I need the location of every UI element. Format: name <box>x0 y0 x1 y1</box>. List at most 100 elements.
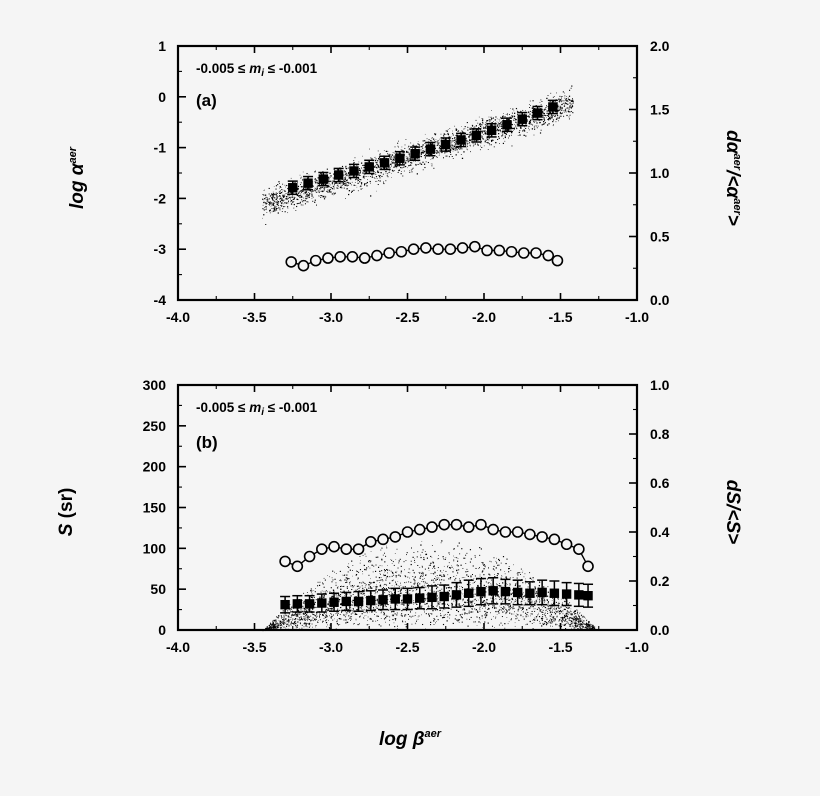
cloud-point <box>315 606 317 609</box>
cloud-point <box>433 618 435 620</box>
cloud-point <box>523 600 525 601</box>
cloud-point <box>443 574 445 576</box>
cloud-point <box>472 129 474 131</box>
cloud-point <box>267 198 269 200</box>
cloud-point <box>502 116 503 118</box>
cloud-point <box>466 140 468 142</box>
cloud-point <box>474 126 476 128</box>
cloud-point <box>461 131 464 133</box>
cloud-point <box>348 183 350 184</box>
cloud-point <box>486 614 488 616</box>
cloud-point <box>571 627 572 629</box>
cloud-point <box>501 575 503 577</box>
cloud-point <box>362 587 364 589</box>
cloud-point <box>454 125 456 127</box>
cloud-point <box>401 600 403 602</box>
cloud-point <box>377 165 379 167</box>
cloud-point <box>292 196 294 198</box>
cloud-point <box>442 556 444 558</box>
cloud-point <box>401 599 403 601</box>
cloud-point <box>536 591 538 593</box>
cloud-point <box>426 594 428 596</box>
cloud-point <box>486 142 487 143</box>
cloud-point <box>422 140 424 142</box>
cloud-point <box>457 610 460 613</box>
cloud-point <box>434 607 436 608</box>
cloud-point <box>376 163 378 165</box>
data-point-filled-square <box>379 158 390 168</box>
cloud-point <box>462 593 464 595</box>
cloud-point <box>567 603 569 605</box>
cloud-point <box>567 607 569 609</box>
cloud-point <box>346 608 348 610</box>
cloud-point <box>547 622 549 623</box>
cloud-point <box>280 203 282 205</box>
cloud-point <box>593 627 595 629</box>
cloud-point <box>487 602 488 604</box>
cloud-point <box>305 194 307 196</box>
cloud-point <box>269 198 270 200</box>
cloud-point <box>557 611 559 613</box>
cloud-point <box>277 197 278 199</box>
cloud-point <box>314 614 315 616</box>
cloud-point <box>308 197 310 199</box>
cloud-point <box>363 169 365 171</box>
cloud-point <box>547 591 549 593</box>
cloud-point <box>537 615 538 617</box>
cloud-point <box>369 618 371 620</box>
cloud-point <box>288 613 290 615</box>
cloud-point <box>314 171 316 173</box>
cloud-point <box>480 142 482 144</box>
cloud-point <box>391 575 393 577</box>
cloud-point <box>481 132 483 134</box>
cloud-point <box>331 577 333 579</box>
cloud-point <box>355 179 357 180</box>
cloud-point <box>484 614 486 616</box>
cloud-point <box>454 149 456 151</box>
cloud-point <box>545 107 546 109</box>
cloud-point <box>546 115 548 116</box>
cloud-point <box>402 175 404 177</box>
cloud-point <box>388 594 390 596</box>
cloud-point <box>521 111 522 112</box>
cloud-point <box>449 567 451 569</box>
panel-b: -4.0 -3.5 -3.0 -2.5 -2.0 -1.5 -1.0050100150200… <box>56 377 743 655</box>
cloud-point <box>520 568 522 570</box>
cloud-point <box>501 616 503 618</box>
cloud-point <box>350 606 351 608</box>
cloud-point <box>433 566 435 568</box>
cloud-point <box>438 142 440 144</box>
cloud-point <box>375 173 377 175</box>
cloud-point <box>526 132 528 133</box>
cloud-point <box>573 622 575 624</box>
cloud-point <box>347 621 349 623</box>
cloud-point <box>560 111 561 113</box>
cloud-point <box>340 591 341 593</box>
cloud-point <box>439 138 441 140</box>
cloud-point <box>475 600 477 602</box>
cloud-point <box>411 547 412 549</box>
cloud-point <box>555 611 557 613</box>
cloud-point <box>353 609 354 611</box>
cloud-point <box>372 571 374 573</box>
cloud-point <box>389 165 391 167</box>
cloud-point <box>495 607 497 609</box>
cloud-point <box>469 139 471 142</box>
cloud-point <box>345 622 347 624</box>
cloud-point <box>404 144 406 146</box>
cloud-point <box>263 209 265 211</box>
cloud-point <box>416 583 419 585</box>
cloud-point <box>437 152 439 154</box>
cloud-point <box>485 604 487 606</box>
cloud-point <box>326 591 328 593</box>
cloud-point <box>286 198 288 200</box>
cloud-point <box>521 598 523 600</box>
cloud-point <box>545 107 547 108</box>
cloud-point <box>345 614 347 616</box>
cloud-point <box>346 181 348 183</box>
cloud-point <box>326 615 328 617</box>
cloud-point <box>466 148 468 150</box>
cloud-point <box>287 195 289 197</box>
cloud-point <box>535 590 536 592</box>
cloud-point <box>492 117 494 119</box>
